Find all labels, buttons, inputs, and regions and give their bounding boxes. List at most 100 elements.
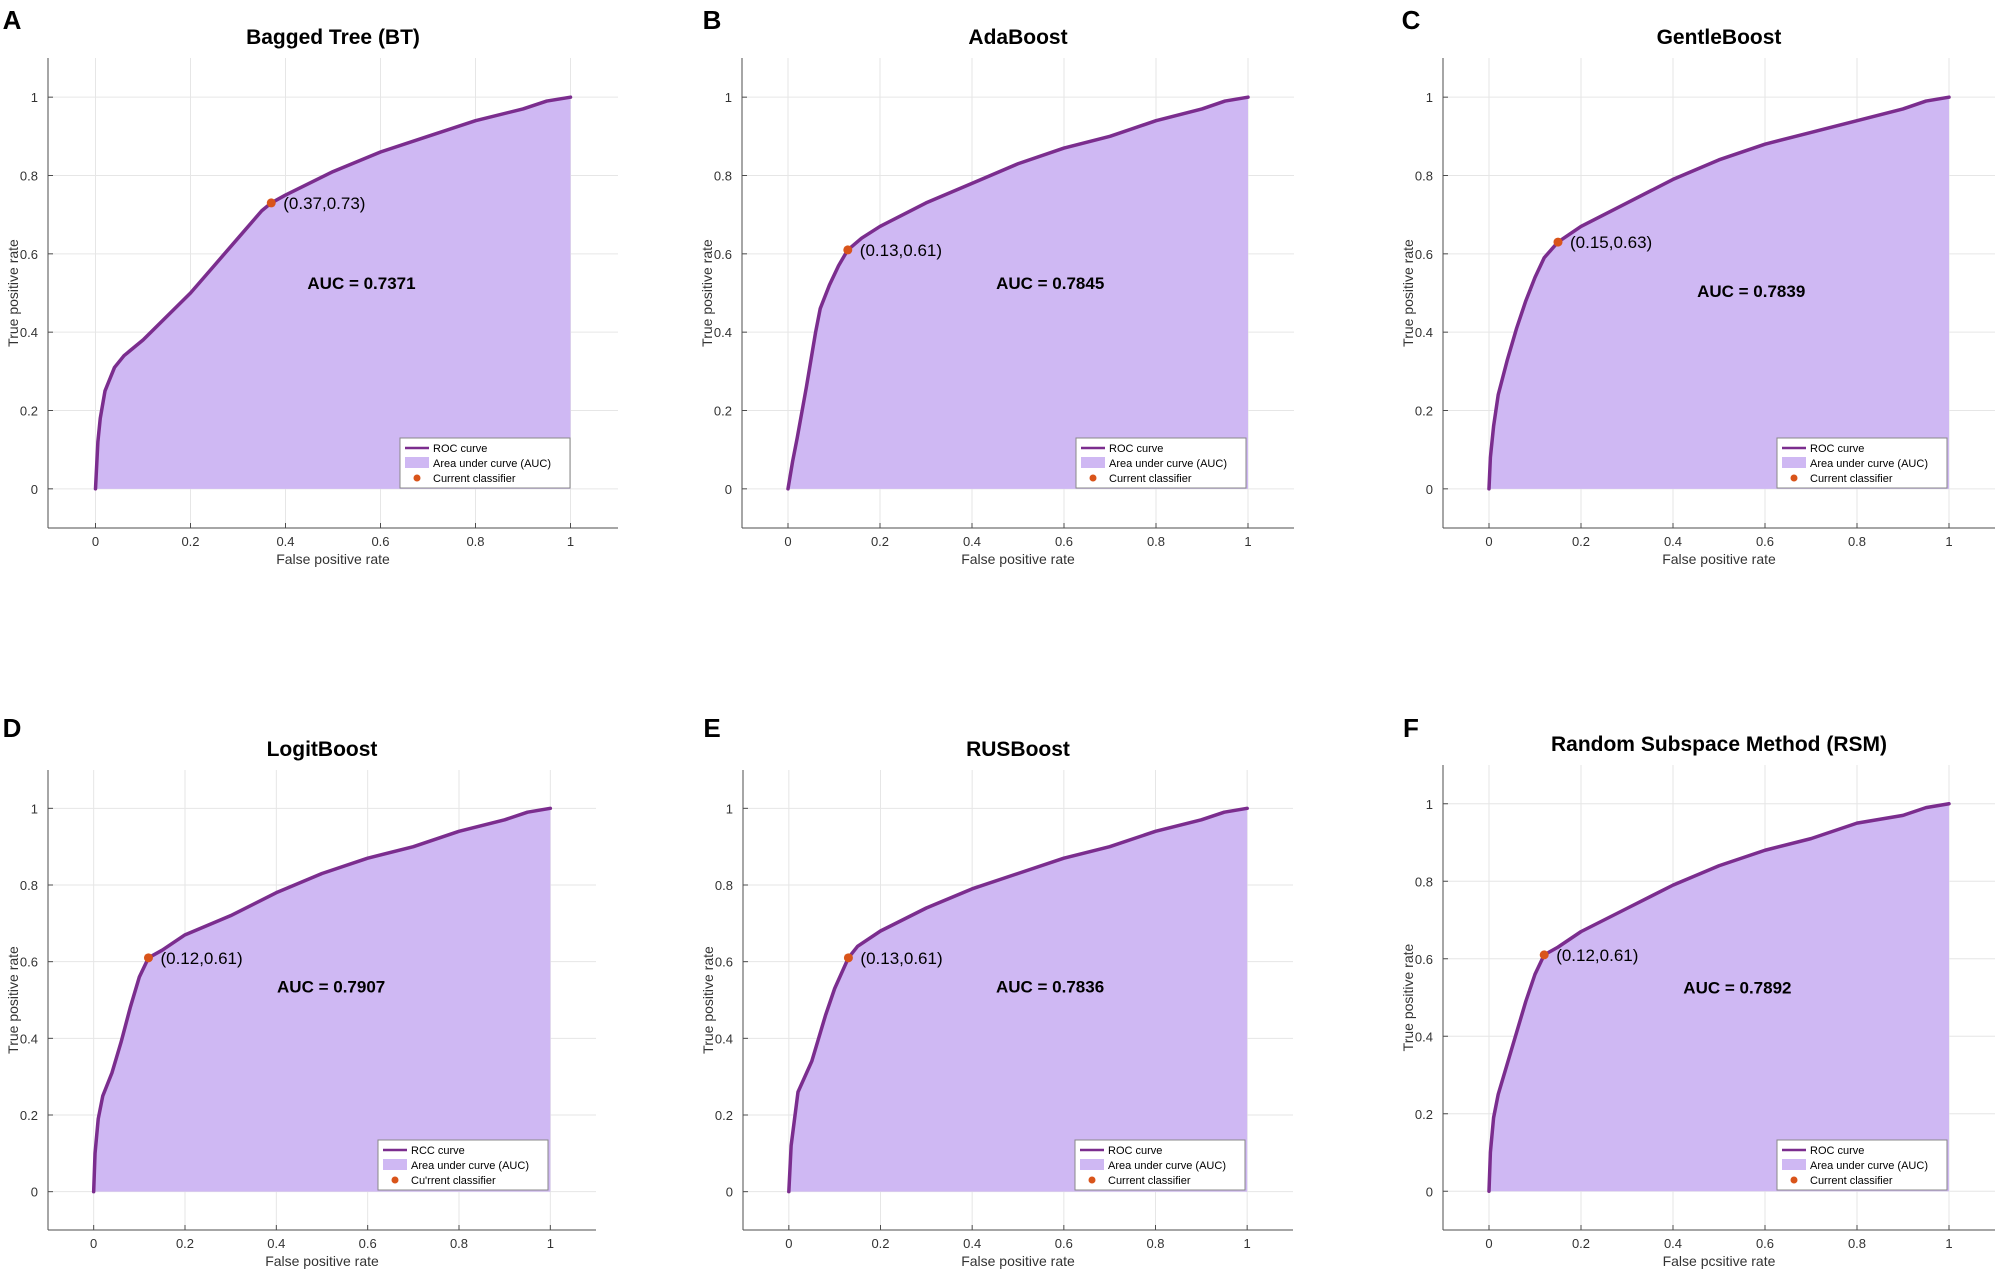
legend: RCC curve Area under curve (AUC) Cu'rrent … xyxy=(377,1139,549,1191)
y-axis-label: True positive rate xyxy=(1400,943,1416,1051)
x-tick-label: 0.2 xyxy=(176,1236,194,1251)
y-axis-label: True positive rate xyxy=(5,946,21,1054)
legend-auc-label: Area under curve (AUC) xyxy=(411,1160,529,1172)
y-tick-label: 0.6 xyxy=(1415,247,1433,262)
x-tick-label: 0.6 xyxy=(1055,1236,1073,1251)
legend-point-swatch xyxy=(1089,474,1097,482)
legend-auc-swatch xyxy=(1782,457,1806,468)
x-tick-label: 0 xyxy=(784,534,791,549)
chart-title: AdaBoost xyxy=(968,26,1067,49)
y-tick-label: 0.4 xyxy=(20,1031,38,1046)
legend: ROC curve Area under curve (AUC) Current c… xyxy=(399,437,571,489)
y-tick-label: 0 xyxy=(726,1185,733,1200)
y-tick-label: 1 xyxy=(31,90,38,105)
point-annotation: (0.12,0.61) xyxy=(1556,946,1638,965)
y-tick-label: 0.2 xyxy=(20,404,38,419)
legend-roc-label: ROC curve xyxy=(1810,1145,1864,1157)
auc-label: AUC = 0.7845 xyxy=(996,274,1104,293)
y-tick-label: 0.8 xyxy=(1415,874,1433,889)
roc-curve xyxy=(786,95,1250,491)
x-tick-label: 0.8 xyxy=(1848,534,1866,549)
y-axis-label: True positive rate xyxy=(700,946,716,1054)
y-tick-label: 0.2 xyxy=(20,1108,38,1123)
legend-point-swatch xyxy=(1088,1176,1096,1184)
y-tick-label: 0.8 xyxy=(714,169,732,184)
legend-roc-label: ROC curve xyxy=(1810,443,1864,455)
x-tick-label: 1 xyxy=(1945,534,1952,549)
auc-label: AUC = 0.7839 xyxy=(1697,282,1805,301)
panel-D: D 0 0.2 0.4 0.6 0.8 1 0 0.2 0.4 0.6 0.8 1 False posit… xyxy=(3,713,596,1269)
point-annotation: (0.13,0.61) xyxy=(860,241,942,260)
y-tick-label: 0.6 xyxy=(1415,952,1433,967)
legend-point-label: Current classifier xyxy=(1108,1175,1191,1187)
x-axis-label: False positive rate xyxy=(961,551,1075,567)
x-tick-label: 0.2 xyxy=(1572,1236,1590,1251)
x-tick-label: 0.6 xyxy=(1055,534,1073,549)
y-tick-label: 0 xyxy=(31,482,38,497)
y-tick-label: 0 xyxy=(1426,1184,1433,1199)
auc-area xyxy=(93,808,551,1192)
auc-label: AUC = 0.7836 xyxy=(996,977,1104,996)
legend-auc-swatch xyxy=(1080,1159,1104,1170)
y-tick-label: 1 xyxy=(726,801,733,816)
legend-auc-swatch xyxy=(405,457,429,468)
x-tick-label: 0 xyxy=(1485,1236,1492,1251)
auc-area xyxy=(1489,803,1949,1192)
legend-auc-swatch xyxy=(1782,1159,1806,1170)
x-tick-label: 0.4 xyxy=(267,1236,285,1251)
x-tick-label: 0.2 xyxy=(871,534,889,549)
x-tick-label: 0 xyxy=(785,1236,792,1251)
panel-A: A 0 0.2 0.4 0.6 0.8 1 0 0.2 0.4 0.6 0.8 1 False posit… xyxy=(3,5,618,567)
panel-C: C 0 0.2 0.4 0.6 0.8 1 0 0.2 0.4 0.6 0.8 1 False posit… xyxy=(1400,5,1995,567)
auc-label: AUC = 0.7907 xyxy=(277,977,385,996)
x-tick-label: 0.4 xyxy=(963,534,981,549)
legend-auc-label: Area under curve (AUC) xyxy=(433,458,551,470)
point-annotation: (0.37,0.73) xyxy=(283,194,365,213)
legend-auc-swatch xyxy=(383,1159,407,1170)
legend-box xyxy=(1776,1139,1948,1191)
x-tick-label: 1 xyxy=(1945,1236,1952,1251)
x-axis-label: False positive rate xyxy=(265,1253,379,1269)
roc-curve xyxy=(93,95,573,491)
panel-letter: A xyxy=(3,5,22,35)
x-tick-label: 0 xyxy=(1485,534,1492,549)
y-tick-label: 0.4 xyxy=(20,325,38,340)
x-tick-label: 0.2 xyxy=(1572,534,1590,549)
y-tick-label: 0.6 xyxy=(20,955,38,970)
chart-title: GentleBoost xyxy=(1657,26,1782,49)
legend-point-label: Current classifier xyxy=(1810,473,1893,485)
x-tick-label: 0 xyxy=(92,534,99,549)
y-tick-label: 0.2 xyxy=(715,1108,733,1123)
y-tick-label: 1 xyxy=(725,90,732,105)
x-tick-label: 1 xyxy=(1244,1236,1251,1251)
y-tick-label: 0.2 xyxy=(714,404,732,419)
panel-letter: D xyxy=(3,713,22,743)
x-tick-label: 0 xyxy=(90,1236,97,1251)
point-annotation: (0.12,0.61) xyxy=(160,949,242,968)
roc-curve xyxy=(787,806,1249,1194)
legend-roc-label: ROC curve xyxy=(1108,1145,1162,1157)
panel-letter: B xyxy=(703,5,722,35)
legend-point-label: Current classifier xyxy=(1810,1175,1893,1187)
legend: ROC curve Area under curve (AUC) Current c… xyxy=(1776,1139,1948,1191)
x-axis-label: False positive rate xyxy=(961,1253,1075,1269)
roc-curve xyxy=(1487,802,1951,1193)
legend-auc-label: Area under curve (AUC) xyxy=(1810,458,1928,470)
legend-roc-label: ROC curve xyxy=(1109,443,1163,455)
legend-roc-label: RCC curve xyxy=(411,1145,465,1157)
panel-letter: E xyxy=(703,713,720,743)
legend-auc-swatch xyxy=(1081,457,1105,468)
x-tick-label: 0.6 xyxy=(1756,534,1774,549)
panel-E: E 0 0.2 0.4 0.6 0.8 1 0 0.2 0.4 0.6 0.8 1 False posit… xyxy=(700,713,1293,1269)
x-tick-label: 0.8 xyxy=(1848,1236,1866,1251)
y-tick-label: 0.6 xyxy=(714,247,732,262)
legend: ROC curve Area under curve (AUC) Current c… xyxy=(1074,1139,1246,1191)
y-axis-label: True positive rate xyxy=(699,239,715,347)
auc-area xyxy=(95,97,571,489)
y-tick-label: 0.8 xyxy=(20,169,38,184)
x-tick-label: 0.6 xyxy=(359,1236,377,1251)
x-tick-label: 0.4 xyxy=(1664,534,1682,549)
y-tick-label: 0.4 xyxy=(714,325,732,340)
x-tick-label: 0.8 xyxy=(1146,1236,1164,1251)
current-classifier-point xyxy=(266,198,276,208)
